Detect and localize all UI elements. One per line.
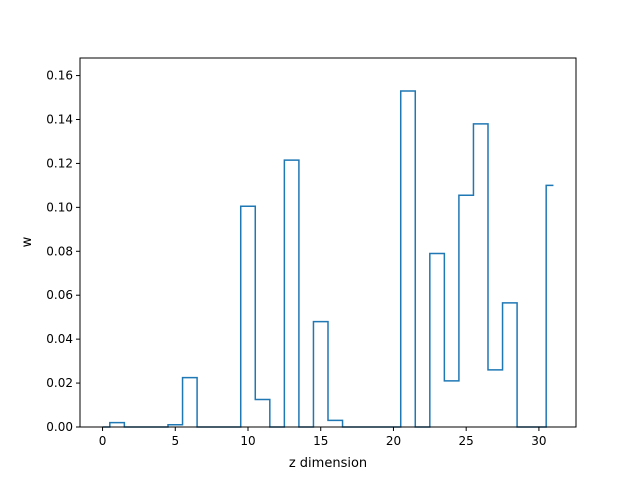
x-tick-label: 20 bbox=[386, 434, 401, 448]
y-tick-label: 0.08 bbox=[46, 244, 73, 258]
y-axis-label: w bbox=[20, 236, 35, 247]
y-tick-label: 0.16 bbox=[46, 69, 73, 83]
y-tick-label: 0.06 bbox=[46, 288, 73, 302]
x-tick-label: 0 bbox=[99, 434, 107, 448]
x-tick-label: 15 bbox=[313, 434, 328, 448]
y-tick-label: 0.14 bbox=[46, 113, 73, 127]
x-tick-label: 10 bbox=[240, 434, 255, 448]
x-tick-label: 25 bbox=[459, 434, 474, 448]
series-line bbox=[102, 90, 554, 428]
y-tick-label: 0.02 bbox=[46, 376, 73, 390]
y-tick-label: 0.12 bbox=[46, 156, 73, 170]
x-tick-label: 30 bbox=[531, 434, 546, 448]
x-axis-label: z dimension bbox=[289, 456, 367, 471]
y-tick-label: 0.04 bbox=[46, 332, 73, 346]
series-layer bbox=[102, 90, 554, 428]
x-tick-label: 5 bbox=[171, 434, 179, 448]
y-tick-label: 0.10 bbox=[46, 200, 73, 214]
y-tick-label: 0.00 bbox=[46, 420, 73, 434]
axis-layer: 0 5 10 15 20 25 30 0.00 0.02 0.04 0.06 0.08 0.10 0.12… bbox=[46, 69, 546, 448]
plot-frame bbox=[79, 57, 577, 428]
